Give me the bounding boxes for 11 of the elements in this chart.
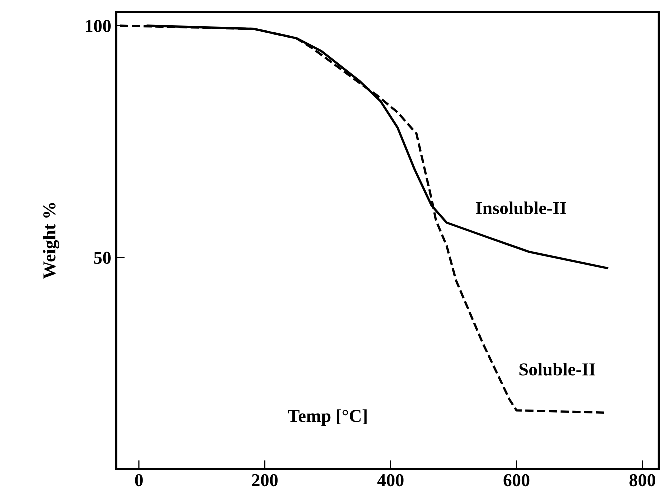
x-axis-title: Temp [°C] xyxy=(288,410,367,426)
x-tick-label: 200 xyxy=(252,474,278,487)
y-axis-title: Weight % xyxy=(43,203,60,280)
series-label: Insoluble-II xyxy=(476,202,566,215)
series-label: Soluble-II xyxy=(520,363,596,376)
x-tick-label: 0 xyxy=(135,474,143,487)
y-tick-label: 50 xyxy=(94,252,111,264)
y-tick-label: 100 xyxy=(86,20,111,32)
x-tick-label: 600 xyxy=(504,474,530,487)
x-tick-label: 800 xyxy=(630,474,656,487)
x-tick-label: 400 xyxy=(378,474,404,487)
